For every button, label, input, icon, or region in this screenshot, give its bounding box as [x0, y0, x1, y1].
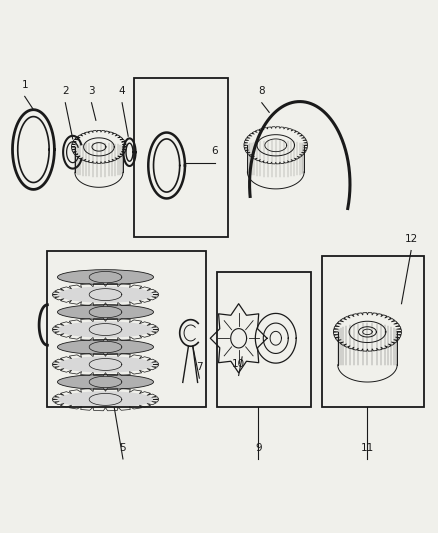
- Ellipse shape: [57, 391, 153, 408]
- Text: 9: 9: [255, 442, 261, 453]
- Bar: [321, 256, 424, 407]
- Text: 8: 8: [258, 86, 265, 96]
- Text: 5: 5: [120, 442, 126, 453]
- Text: 11: 11: [361, 442, 374, 453]
- Text: 12: 12: [404, 234, 418, 244]
- Bar: [217, 272, 311, 407]
- Text: 1: 1: [21, 80, 28, 90]
- Ellipse shape: [57, 270, 153, 285]
- Text: 3: 3: [88, 86, 95, 96]
- Bar: [46, 251, 206, 407]
- Ellipse shape: [57, 375, 153, 390]
- Ellipse shape: [57, 321, 153, 338]
- Ellipse shape: [57, 305, 153, 319]
- Text: 6: 6: [211, 147, 218, 157]
- Ellipse shape: [57, 340, 153, 354]
- Ellipse shape: [57, 356, 153, 373]
- Text: 4: 4: [119, 86, 125, 96]
- Bar: [134, 78, 228, 237]
- Ellipse shape: [57, 286, 153, 303]
- Text: 7: 7: [196, 362, 203, 372]
- Text: 10: 10: [232, 359, 245, 369]
- Text: 2: 2: [62, 86, 69, 96]
